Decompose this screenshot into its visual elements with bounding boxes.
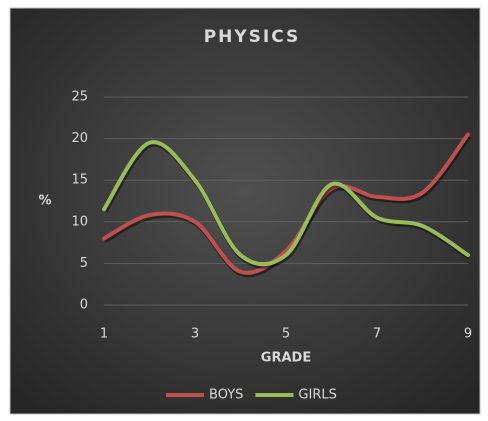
- legend-label: GIRLS: [298, 388, 336, 403]
- y-tick-label: 25: [71, 90, 88, 105]
- y-tick-label: 15: [71, 173, 88, 188]
- y-axis-label: %: [38, 194, 51, 209]
- y-tick-label: 0: [80, 298, 88, 313]
- x-tick-label: 5: [282, 327, 290, 342]
- y-tick-label: 10: [71, 214, 88, 229]
- x-tick-label: 9: [464, 327, 472, 342]
- line: [102, 132, 470, 275]
- x-axis-label: GRADE: [261, 351, 311, 366]
- x-tick-label: 7: [373, 327, 381, 342]
- line: [102, 140, 470, 267]
- chart-background: [9, 7, 481, 415]
- chart-title: PHYSICS: [204, 27, 301, 47]
- legend-label: BOYS: [209, 388, 243, 403]
- y-tick-label: 20: [71, 131, 88, 146]
- y-tick-label: 5: [80, 256, 88, 271]
- x-tick-label: 1: [100, 327, 108, 342]
- x-tick-label: 3: [191, 327, 199, 342]
